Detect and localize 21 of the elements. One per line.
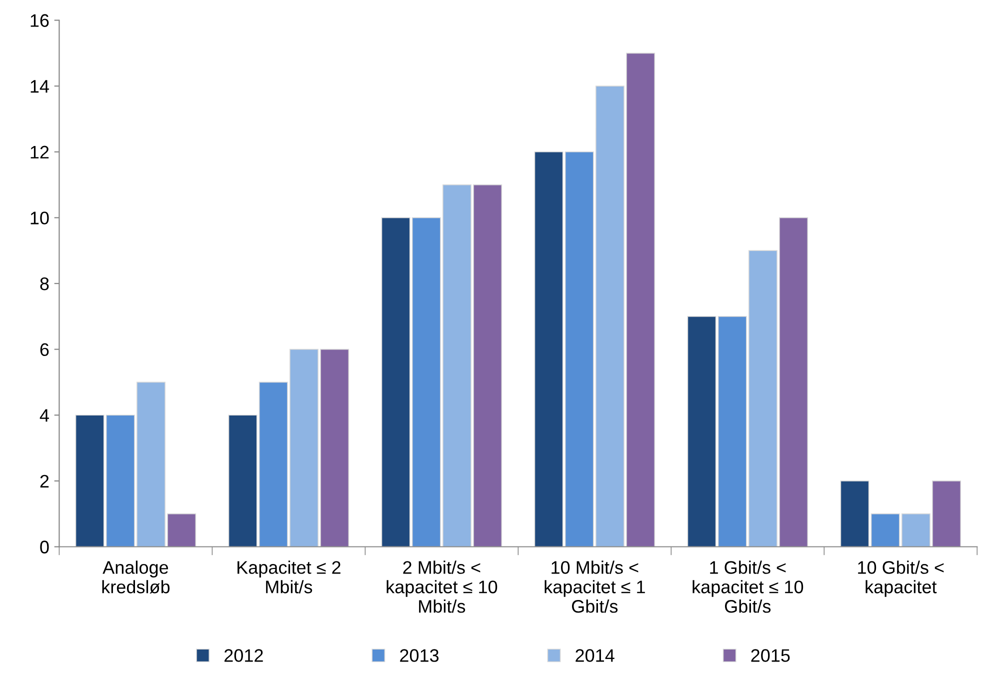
y-tick-label: 0 bbox=[40, 540, 49, 554]
y-tick-label: 6 bbox=[40, 343, 49, 356]
y-tick-label: 12 bbox=[30, 146, 49, 158]
x-tick-label: Kapacitet ≤ 2 Mbit/s bbox=[238, 560, 340, 594]
y-tick-label: 14 bbox=[30, 80, 49, 93]
legend-label: 2014 bbox=[576, 649, 614, 662]
x-tick-label: 1 Gbit/s < kapacitet ≤ 10 Gbit/s bbox=[692, 560, 804, 613]
legend-label: 2012 bbox=[224, 649, 263, 662]
x-tick-label: Analoge kredsløb bbox=[102, 560, 170, 594]
y-tick-label: 8 bbox=[40, 277, 49, 290]
y-tick-label: 4 bbox=[40, 409, 49, 422]
bar bbox=[687, 316, 716, 547]
x-tick-label: 10 Gbit/s < kapacitet bbox=[858, 560, 944, 597]
x-tick-label: 2 Mbit/s < kapacitet ≤ 10 Mbit/s bbox=[386, 560, 498, 613]
legend-label: 2013 bbox=[400, 649, 439, 662]
y-tick-label: 2 bbox=[40, 474, 49, 488]
y-tick-label: 10 bbox=[30, 212, 49, 224]
bar bbox=[840, 480, 870, 547]
legend-label: 2015 bbox=[751, 649, 790, 662]
y-tick-label: 16 bbox=[30, 14, 49, 27]
x-tick-label: 10 Mbit/s < kapacitet ≤ 1 Gbit/s bbox=[544, 560, 645, 613]
